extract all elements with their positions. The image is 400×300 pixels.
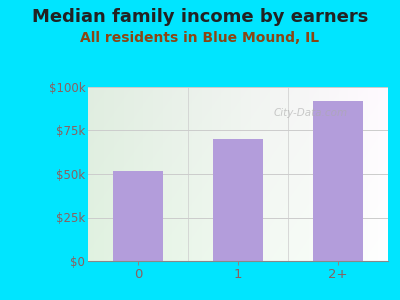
Text: All residents in Blue Mound, IL: All residents in Blue Mound, IL	[80, 32, 320, 46]
Bar	[213, 139, 263, 261]
Bar	[113, 170, 163, 261]
Text: Median family income by earners: Median family income by earners	[32, 8, 368, 26]
Bar	[313, 101, 363, 261]
Text: City-Data.com: City-Data.com	[274, 108, 348, 118]
